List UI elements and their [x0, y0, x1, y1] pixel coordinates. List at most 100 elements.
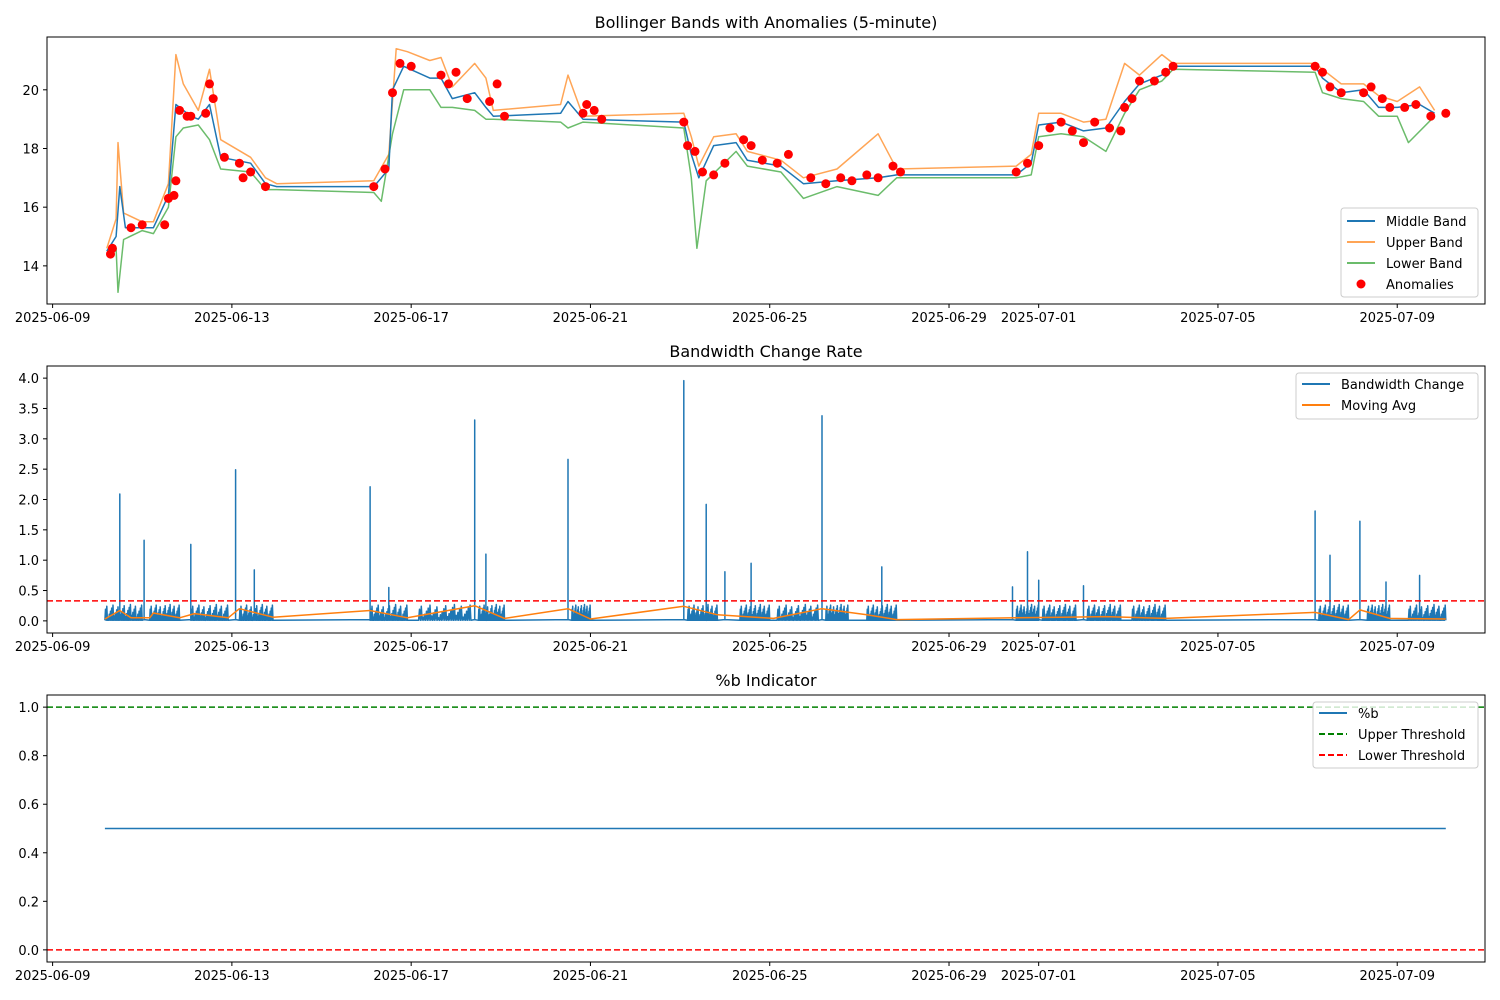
- anomaly-point: [1310, 61, 1320, 71]
- y-tick-label: 2.0: [18, 494, 39, 509]
- anomaly-point: [261, 182, 270, 192]
- legend-label-middle: Middle Band: [1386, 215, 1466, 230]
- x-tick-label: 2025-07-01: [1001, 969, 1077, 984]
- anomaly-point: [395, 58, 405, 68]
- panel-pctb: %b Indicator 2025-06-09 2025-06-13 2025-06…: [15, 671, 1486, 984]
- axes-frame-bollinger: [46, 36, 1486, 305]
- chart-title-bollinger: Bollinger Bands with Anomalies (5-minute…: [595, 13, 938, 32]
- x-tick-label: 2025-06-25: [732, 311, 808, 326]
- axes-frame-pctb: [46, 694, 1486, 963]
- anomaly-point: [107, 243, 117, 253]
- anomaly-point: [1067, 126, 1077, 136]
- anomaly-point: [1045, 123, 1055, 133]
- panel-bollinger: Bollinger Bands with Anomalies (5-minute…: [15, 13, 1486, 326]
- anomaly-point: [582, 100, 592, 109]
- anomaly-point: [1149, 76, 1159, 86]
- x-tick-label: 2025-06-25: [732, 640, 808, 655]
- anomaly-point: [388, 88, 397, 98]
- anomaly-point: [1090, 117, 1100, 127]
- legend-label-lower-threshold: Lower Threshold: [1358, 749, 1465, 764]
- anomaly-point: [698, 167, 707, 177]
- y-tick-label: 0.8: [18, 750, 39, 765]
- anomaly-point: [1011, 167, 1021, 177]
- anomaly-point: [1168, 61, 1178, 71]
- anomaly-point: [847, 176, 857, 186]
- anomaly-point: [709, 170, 719, 180]
- anomaly-point: [578, 108, 588, 118]
- anomaly-point: [690, 146, 700, 156]
- x-tick-label: 2025-06-09: [15, 311, 91, 326]
- anomaly-point: [1400, 102, 1410, 112]
- y-tick-label: 16: [22, 201, 39, 216]
- anomaly-point: [160, 220, 170, 230]
- x-tick-label: 2025-07-09: [1359, 640, 1435, 655]
- x-tick-label: 2025-06-13: [194, 969, 270, 984]
- anomaly-point: [1426, 111, 1436, 121]
- panel-bandwidth: Bandwidth Change Rate 2025-06-09 2025-06-…: [15, 342, 1486, 655]
- anomaly-point: [1135, 76, 1144, 86]
- x-tick-label: 2025-06-29: [911, 640, 987, 655]
- legend-label-moving-avg: Moving Avg: [1341, 399, 1416, 414]
- anomaly-point: [783, 149, 793, 159]
- anomaly-point: [836, 173, 846, 183]
- anomaly-point: [369, 182, 379, 192]
- legend-label-upper: Upper Band: [1386, 236, 1463, 251]
- anomaly-point: [485, 97, 495, 106]
- x-tick-label: 2025-06-09: [15, 969, 91, 984]
- anomaly-point: [1034, 141, 1044, 151]
- anomaly-point: [1366, 82, 1376, 92]
- anomaly-point: [175, 105, 185, 115]
- anomaly-point: [888, 161, 898, 171]
- series-line-upper-band: [106, 47, 1436, 249]
- y-tick-label: 4.0: [18, 372, 39, 387]
- anomaly-point: [1359, 88, 1369, 98]
- y-tick-label: 3.0: [18, 433, 39, 448]
- y-tick-label: 1.0: [18, 701, 39, 716]
- legend-label-upper-threshold: Upper Threshold: [1358, 728, 1466, 743]
- anomaly-point: [1105, 123, 1115, 133]
- anomaly-point: [683, 141, 693, 151]
- x-tick-label: 2025-06-17: [373, 311, 449, 326]
- anomaly-point: [597, 114, 607, 124]
- anomaly-point: [862, 170, 872, 180]
- plot-area-bandwidth: 2025-06-09 2025-06-13 2025-06-17 2025-06-21…: [15, 372, 1485, 655]
- anomaly-point: [406, 61, 416, 71]
- anomaly-point: [746, 141, 756, 151]
- x-tick-label: 2025-06-29: [911, 311, 987, 326]
- legend-box: [1312, 701, 1479, 769]
- x-tick-label: 2025-06-25: [732, 969, 808, 984]
- anomaly-point: [1056, 117, 1066, 127]
- legend-bollinger: Middle Band Upper Band Lower Band Anomal…: [1340, 207, 1479, 298]
- legend-pctb: %b Upper Threshold Lower Threshold: [1312, 701, 1479, 769]
- anomaly-point: [1120, 102, 1130, 112]
- legend-label-bandwidth-change: Bandwidth Change: [1341, 378, 1464, 393]
- anomaly-point: [806, 173, 816, 183]
- anomaly-point: [169, 190, 179, 200]
- legend-box: [1340, 207, 1479, 298]
- anomaly-point: [1441, 108, 1451, 118]
- anomaly-point: [137, 220, 147, 230]
- y-tick-label: 14: [22, 260, 39, 275]
- y-tick-label: 1.0: [18, 554, 39, 569]
- anomaly-point: [1336, 88, 1346, 98]
- x-tick-label: 2025-07-01: [1001, 311, 1077, 326]
- y-tick-label: 3.5: [18, 402, 39, 417]
- anomaly-point: [1116, 126, 1126, 136]
- anomaly-point: [1411, 100, 1421, 109]
- anomaly-point: [720, 158, 730, 168]
- anomaly-point: [234, 158, 244, 168]
- anomaly-point: [873, 173, 883, 183]
- chart-title-bandwidth: Bandwidth Change Rate: [669, 342, 862, 361]
- legend-box: [1295, 372, 1479, 420]
- anomaly-point: [1127, 94, 1137, 104]
- x-tick-label: 2025-06-21: [553, 311, 629, 326]
- series-line-lower-band: [106, 68, 1436, 294]
- y-tick-label: 0.6: [18, 798, 39, 813]
- x-tick-label: 2025-07-05: [1180, 311, 1256, 326]
- x-tick-label: 2025-07-05: [1180, 640, 1256, 655]
- anomaly-point: [462, 94, 472, 104]
- y-tick-label: 20: [22, 84, 39, 99]
- anomaly-point: [126, 223, 136, 233]
- anomaly-point: [500, 111, 509, 121]
- anomaly-point: [1161, 67, 1171, 77]
